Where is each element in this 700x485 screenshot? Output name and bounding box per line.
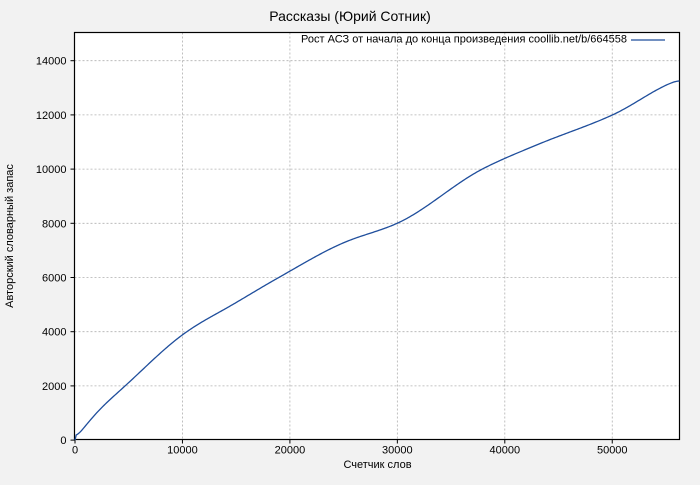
svg-text:Рост АСЗ от начала до конца пр: Рост АСЗ от начала до конца произведения… (301, 34, 627, 46)
svg-text:0: 0 (72, 445, 78, 457)
svg-text:50000: 50000 (597, 445, 628, 457)
svg-text:4000: 4000 (42, 327, 66, 339)
svg-text:30000: 30000 (382, 445, 413, 457)
svg-text:2000: 2000 (42, 381, 66, 393)
svg-text:8000: 8000 (42, 218, 66, 230)
svg-text:20000: 20000 (275, 445, 306, 457)
svg-text:0: 0 (60, 435, 66, 447)
svg-text:12000: 12000 (36, 110, 67, 122)
svg-text:6000: 6000 (42, 273, 66, 285)
svg-text:10000: 10000 (167, 445, 198, 457)
svg-text:10000: 10000 (36, 164, 67, 176)
svg-text:14000: 14000 (36, 56, 67, 68)
svg-text:40000: 40000 (490, 445, 521, 457)
